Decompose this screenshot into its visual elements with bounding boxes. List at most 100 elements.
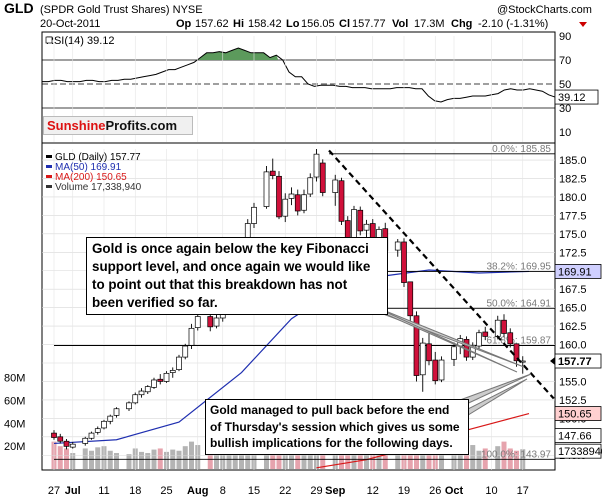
candle-body-up xyxy=(301,194,307,211)
date-tick-label: 17 xyxy=(517,485,529,497)
logo-part-1: Sunshine xyxy=(47,118,106,133)
candle-body-down xyxy=(432,359,439,382)
candle-body-up xyxy=(251,206,257,224)
volume-bar xyxy=(457,446,463,469)
volume-bar xyxy=(182,446,188,469)
date-tick-label: 26 xyxy=(429,485,441,497)
rsi-line xyxy=(42,47,556,103)
rsi-overbought-fill xyxy=(198,48,279,60)
rsi-tick-label: 90 xyxy=(559,31,571,43)
candle xyxy=(288,187,295,206)
candle xyxy=(501,314,507,338)
price-tick-label: 155.0 xyxy=(559,376,587,388)
candle-body-down xyxy=(501,319,507,334)
candle xyxy=(476,329,482,351)
candle xyxy=(269,158,276,180)
open-label: Op xyxy=(176,18,192,30)
volume-bar xyxy=(82,448,88,469)
legend-entry: GLD (Daily) 157.77 xyxy=(55,152,141,163)
volume-bar xyxy=(107,450,113,469)
volume-bar xyxy=(482,448,488,469)
candle xyxy=(113,407,120,418)
price-tick-label: 162.5 xyxy=(559,321,587,333)
candle xyxy=(282,193,289,223)
candle-body-up xyxy=(438,359,445,381)
candle-body-up xyxy=(132,394,139,404)
candle-body-up xyxy=(363,223,370,231)
candle-body-up xyxy=(113,408,120,416)
volume-bar xyxy=(289,440,294,469)
candle-body-up xyxy=(282,198,289,217)
volume-tick-label: 80M xyxy=(4,373,25,385)
price-tick-label: 182.5 xyxy=(559,174,587,186)
candle xyxy=(294,189,301,216)
date-tick-label: 10 xyxy=(485,485,497,497)
candle xyxy=(263,165,270,209)
volume-bar xyxy=(64,448,69,469)
candle xyxy=(82,436,89,446)
legend-swatch xyxy=(46,185,52,188)
candle xyxy=(107,414,114,425)
price-tick-label: 160.0 xyxy=(559,340,587,352)
candle xyxy=(51,430,57,440)
candle-body-down xyxy=(63,440,70,447)
candle xyxy=(188,323,195,349)
candle xyxy=(176,354,182,372)
last-value-label: 147.66 xyxy=(558,431,592,443)
volume-bar xyxy=(89,450,94,469)
rsi-last-box xyxy=(554,89,599,105)
candle xyxy=(332,174,339,206)
callout-pullback-note: Gold managed to pull back before the end… xyxy=(205,399,469,455)
candle-body-down xyxy=(57,436,64,442)
close-value: 157.77 xyxy=(352,18,386,30)
price-tick-label: 167.5 xyxy=(559,284,587,296)
volume-bar xyxy=(507,448,513,469)
date-tick-label: Jul xyxy=(65,485,81,497)
candle-body-up xyxy=(126,402,132,410)
candle xyxy=(213,315,220,329)
candle-body-up xyxy=(288,193,295,199)
candle-body-down xyxy=(507,332,514,345)
candle-body-up xyxy=(419,342,426,376)
volume-bar xyxy=(495,446,501,469)
volume-tick-label: 60M xyxy=(4,396,25,408)
last-value-label: 17338940 xyxy=(558,446,602,458)
candle xyxy=(57,433,64,444)
candle-body-up xyxy=(69,443,76,448)
last-price-pointer-icon xyxy=(550,357,555,366)
volume-bar xyxy=(214,448,219,469)
candle-body-down xyxy=(269,170,276,176)
trendline-layer xyxy=(328,149,555,400)
rsi-layer: RSI(14) 39.12 90 70 50 30 10 39.12 xyxy=(42,31,599,139)
candle-body-up xyxy=(263,171,270,207)
date-tick-label: 11 xyxy=(98,485,109,497)
candle-body-up xyxy=(151,379,157,388)
candle-body-down xyxy=(294,194,301,212)
fib-label: 100.0%: 143.97 xyxy=(481,449,551,460)
candle-body-up xyxy=(451,346,457,360)
volume-bar xyxy=(145,453,151,469)
price-tick-label: 172.5 xyxy=(559,247,587,259)
candle xyxy=(69,441,76,449)
date-tick-label: Sep xyxy=(325,485,345,497)
fib-label: 0.0%: 185.85 xyxy=(492,144,551,155)
candle xyxy=(138,388,145,398)
high-value: 158.42 xyxy=(248,18,282,30)
candle xyxy=(419,337,426,392)
candle-body-up xyxy=(138,390,145,396)
legend-entry: MA(200) 150.65 xyxy=(55,172,127,183)
rsi-tick-label: 70 xyxy=(559,55,571,67)
candle-body-down xyxy=(407,281,414,317)
date-tick-label: 29 xyxy=(310,485,322,497)
volume-bar xyxy=(514,450,519,469)
candle xyxy=(451,342,457,366)
volume-bar xyxy=(464,448,469,469)
fib-label: 61.8%: 159.87 xyxy=(487,336,552,347)
candle-body-down xyxy=(413,315,420,376)
candle xyxy=(94,426,101,435)
candle xyxy=(151,377,157,389)
candle xyxy=(101,419,107,430)
candle-body-up xyxy=(163,372,170,382)
